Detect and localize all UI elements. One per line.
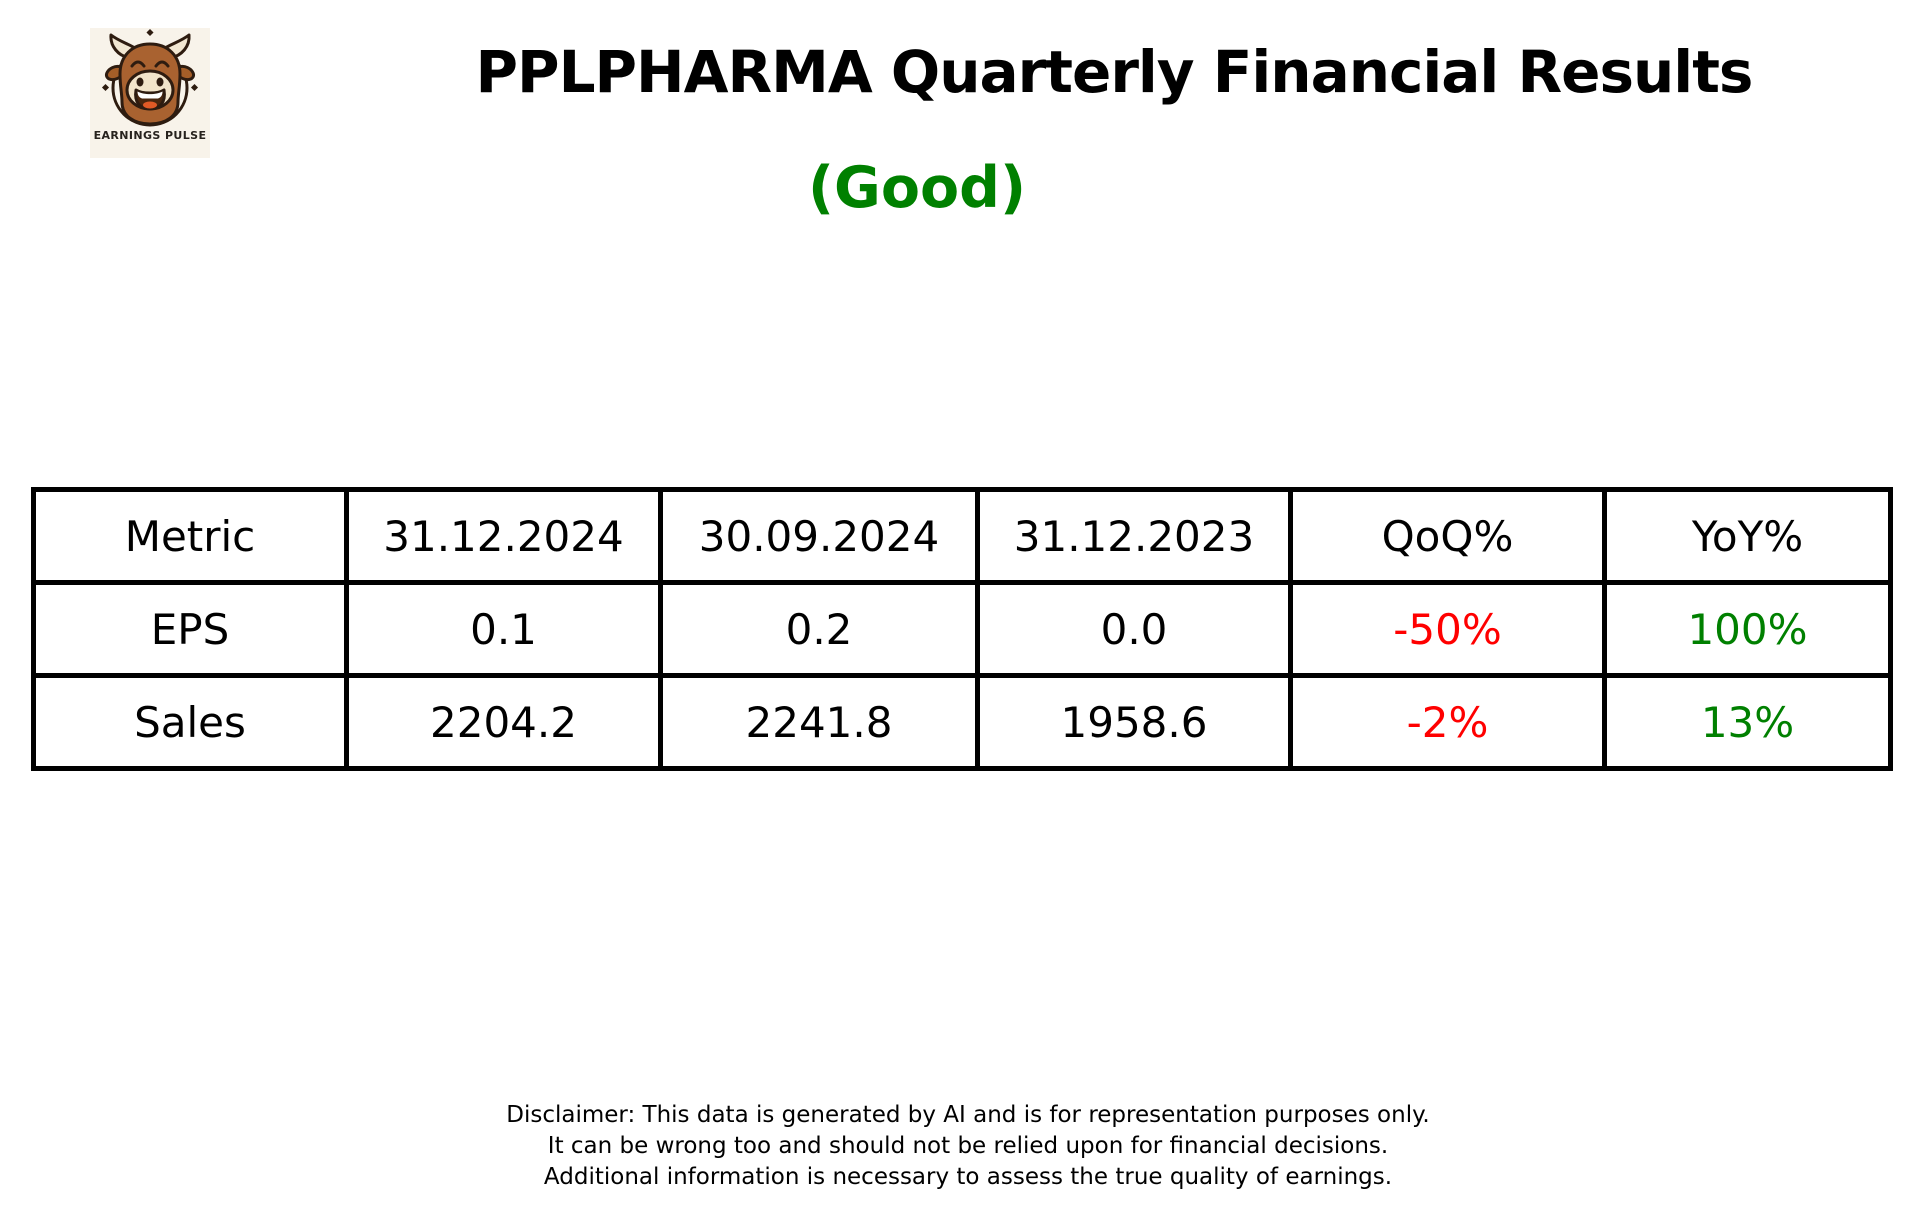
column-header-q-yearago: 31.12.2023 (975, 487, 1293, 585)
column-header-yoy: YoY% (1602, 487, 1893, 585)
logo: EARNINGS PULSE (90, 28, 210, 158)
metric-label: EPS (31, 580, 349, 678)
results-table: Metric 31.12.2024 30.09.2024 31.12.2023 … (31, 487, 1893, 771)
column-header-q-prev: 30.09.2024 (658, 487, 980, 585)
eps-q-prev: 0.2 (658, 580, 980, 678)
eps-q-latest: 0.1 (344, 580, 663, 678)
laughing-bull-icon (101, 28, 199, 127)
verdict-label: (Good) (807, 155, 1027, 221)
disclaimer-line: Additional information is necessary to a… (543, 1164, 1393, 1190)
disclaimer: Disclaimer: This data is generated by AI… (506, 1100, 1429, 1193)
table-row-sales: Sales 2204.2 2241.8 1958.6 -2% 13% (31, 673, 1893, 771)
column-header-qoq: QoQ% (1288, 487, 1607, 585)
sales-q-yearago: 1958.6 (975, 673, 1293, 771)
metric-label: Sales (31, 673, 349, 771)
eps-qoq-change: -50% (1288, 580, 1607, 678)
eps-q-yearago: 0.0 (975, 580, 1293, 678)
disclaimer-line: Disclaimer: This data is generated by AI… (506, 1102, 1430, 1128)
eps-yoy-change: 100% (1602, 580, 1893, 678)
column-header-q-latest: 31.12.2024 (344, 487, 663, 585)
sales-yoy-change: 13% (1602, 673, 1893, 771)
disclaimer-line: It can be wrong too and should not be re… (547, 1133, 1389, 1159)
logo-text: EARNINGS PULSE (93, 129, 207, 142)
column-header-metric: Metric (31, 487, 349, 585)
table-header-row: Metric 31.12.2024 30.09.2024 31.12.2023 … (31, 487, 1893, 585)
page-title: PPLPHARMA Quarterly Financial Results (475, 38, 1754, 106)
table-row-eps: EPS 0.1 0.2 0.0 -50% 100% (31, 580, 1893, 678)
sales-qoq-change: -2% (1288, 673, 1607, 771)
sales-q-prev: 2241.8 (658, 673, 980, 771)
sales-q-latest: 2204.2 (344, 673, 663, 771)
